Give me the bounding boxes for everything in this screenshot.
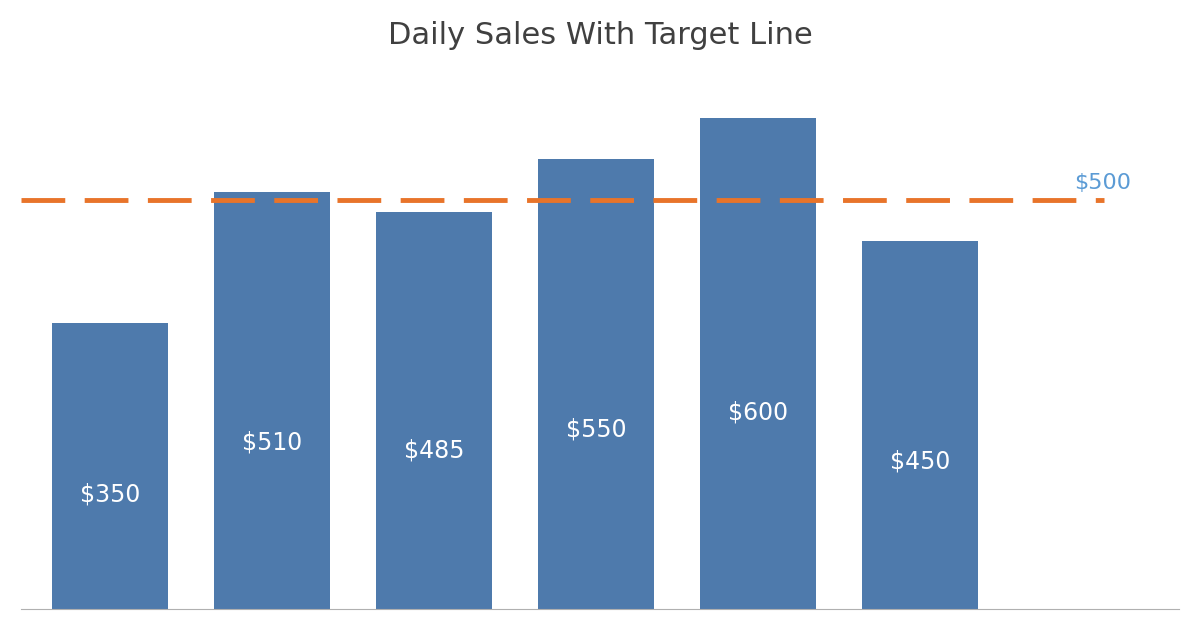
Bar — [538, 159, 654, 609]
Text: $510: $510 — [242, 430, 302, 454]
Text: $600: $600 — [728, 401, 788, 425]
Bar — [214, 192, 330, 609]
Bar — [862, 241, 978, 609]
Text: $550: $550 — [565, 417, 626, 441]
Text: $350: $350 — [79, 483, 140, 507]
Text: $500: $500 — [1074, 173, 1130, 193]
Title: Daily Sales With Target Line: Daily Sales With Target Line — [388, 21, 812, 50]
Bar — [700, 118, 816, 609]
Bar — [376, 212, 492, 609]
Bar — [52, 323, 168, 609]
Text: $485: $485 — [403, 438, 464, 462]
Text: $450: $450 — [889, 450, 950, 474]
